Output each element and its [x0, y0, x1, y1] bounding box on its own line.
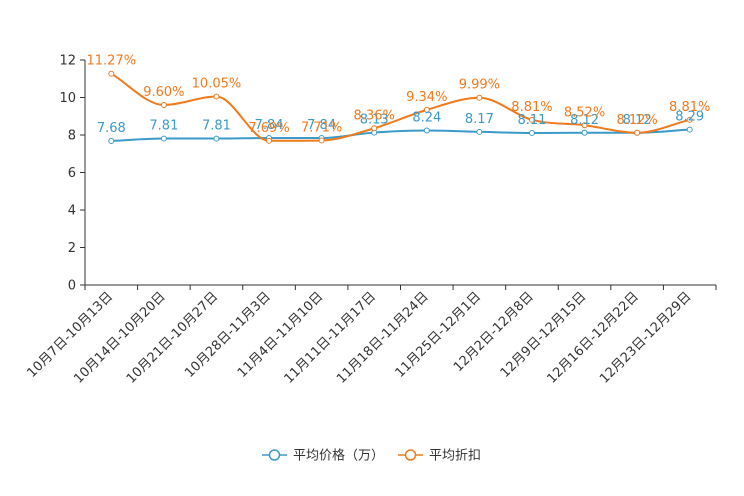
x-tick-label: 12月16日-12月22日 — [544, 289, 641, 386]
data-label-series-1: 8.12 — [623, 113, 652, 128]
series-1-point — [476, 128, 483, 135]
y-tick-label: 8 — [68, 129, 76, 144]
legend-marker — [268, 449, 281, 461]
x-tick-label: 10月7日-10月13日 — [24, 289, 116, 381]
data-label-series-2: 9.99% — [459, 78, 500, 93]
y-tick-label: 2 — [68, 241, 76, 256]
legend-item-1: 平均价格（万） — [262, 448, 384, 464]
series-2-point — [160, 102, 167, 108]
series-line-1 — [111, 128, 690, 142]
data-label-series-2: 9.34% — [406, 90, 447, 105]
legend-marker — [404, 449, 417, 461]
data-labels: 7.68 7.81 7.81 7.84 7.84 8.13 8.24 8.17 8.11 8.12… — [87, 54, 711, 136]
series-1-point — [160, 135, 167, 142]
axes: 0 2 4 6 8 10 12 10月7日-10月13日10月14日-10月20日10月21日… — [24, 54, 717, 387]
data-label-series-1: 8.11 — [517, 113, 546, 128]
x-tick-label: 10月21日-10月27日 — [124, 289, 221, 386]
data-label-series-2: 8.52% — [564, 105, 605, 120]
data-label-series-1: 8.17 — [465, 112, 494, 127]
series-2-point — [686, 116, 693, 123]
series-1-point — [108, 138, 115, 144]
series-1-point — [213, 135, 220, 142]
data-label-series-1: 8.13 — [360, 113, 389, 128]
y-tick-label: 6 — [68, 166, 76, 181]
data-label-series-2: 11.27% — [87, 54, 137, 69]
series-1-point — [423, 127, 430, 134]
x-tick-label: 12月23日-12月29日 — [597, 289, 694, 386]
x-tick-label: 11月11日-11月17日 — [282, 289, 379, 386]
data-label-series-2: 9.60% — [143, 85, 184, 100]
legend: 平均价格（万） 平均折扣 — [262, 448, 481, 464]
series-layer — [108, 70, 693, 144]
data-label-series-1: 8.29 — [675, 110, 704, 125]
legend-label: 平均折扣 — [429, 449, 481, 464]
series-1-point — [686, 126, 693, 133]
data-label-series-2: 7.71% — [301, 120, 342, 135]
series-2-point — [581, 122, 588, 129]
data-label-series-2: 8.12% — [616, 113, 657, 128]
data-label-series-2: 8.81% — [669, 100, 710, 115]
data-label-series-2: 8.36% — [354, 108, 395, 123]
y-tick-label: 10 — [59, 91, 76, 106]
x-tick-label: 11月18日-11月24日 — [334, 289, 431, 386]
data-label-series-1: 8.24 — [412, 111, 441, 126]
y-tick-label: 12 — [59, 54, 76, 69]
data-label-series-1: 7.84 — [255, 118, 284, 133]
data-label-series-2: 10.05% — [192, 77, 242, 92]
series-2-point — [528, 116, 535, 123]
legend-label: 平均价格（万） — [293, 448, 384, 464]
series-2-point — [476, 94, 483, 101]
y-tick-label: 0 — [68, 279, 76, 294]
data-label-series-1: 8.12 — [570, 113, 599, 128]
x-tick-label: 10月14日-10月20日 — [71, 289, 168, 386]
data-label-series-1: 7.68 — [97, 121, 126, 136]
series-1-point — [581, 129, 588, 136]
series-2-point — [266, 137, 273, 144]
legend-item-2: 平均折扣 — [398, 449, 481, 464]
series-2-point — [634, 129, 641, 136]
series-2-point — [423, 106, 430, 113]
data-label-series-2: 7.69% — [248, 121, 289, 136]
series-1-point — [528, 129, 535, 136]
data-label-series-1: 7.81 — [202, 119, 231, 134]
series-2-point — [108, 70, 115, 77]
series-2-point — [371, 125, 378, 132]
y-tick-label: 4 — [68, 204, 76, 219]
series-2-point — [213, 93, 220, 100]
data-label-series-1: 7.81 — [149, 119, 178, 134]
data-label-series-2: 8.81% — [511, 100, 552, 115]
series-2-point — [318, 137, 325, 144]
data-label-series-1: 7.84 — [307, 118, 336, 133]
